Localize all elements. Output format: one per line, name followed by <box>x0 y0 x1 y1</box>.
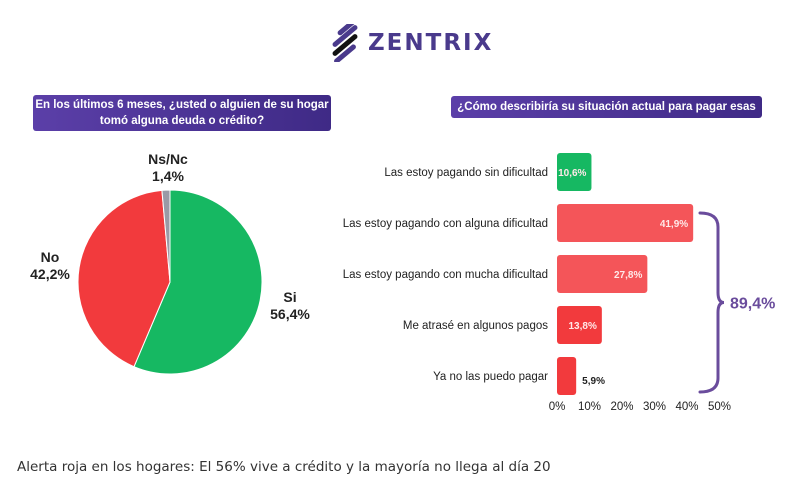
bar-category-label: Ya no las puedo pagar <box>433 371 548 383</box>
bar-value-label: 41,9% <box>660 219 688 230</box>
caption: Alerta roja en los hogares: El 56% vive … <box>17 459 551 475</box>
pie-title-banner: En los últimos 6 meses, ¿usted o alguien… <box>33 95 331 131</box>
x-tick-label: 30% <box>643 401 666 413</box>
pie-slice-ns-nc <box>161 189 171 283</box>
bar-value-label: 10,6% <box>558 168 586 179</box>
x-tick-label: 10% <box>578 401 601 413</box>
brace-annotation <box>698 211 725 394</box>
pie-slice-si <box>133 189 263 375</box>
bar-category-label: Las estoy pagando con mucha dificultad <box>343 269 548 281</box>
bar <box>557 306 602 344</box>
bar-value-label: 5,9% <box>582 376 605 387</box>
x-tick-label: 50% <box>708 401 731 413</box>
bar-value-label: 27,8% <box>614 270 642 281</box>
pie-label-value: 56,4% <box>270 306 310 322</box>
brace-annotation-label: 89,4% <box>730 296 775 313</box>
bar <box>557 357 577 395</box>
bar-category-label: Las estoy pagando sin dificultad <box>384 167 548 179</box>
bar <box>557 255 648 293</box>
pie-label-value: 42,2% <box>30 266 70 282</box>
x-tick-label: 40% <box>675 401 698 413</box>
bar <box>557 204 694 242</box>
pie-slice-no <box>77 189 171 368</box>
pie-label-name: No <box>41 249 60 265</box>
x-tick-label: 20% <box>610 401 633 413</box>
bar-title-banner: ¿Cómo describiría su situación actual pa… <box>451 96 762 135</box>
zentrix-logo: ZENTRIX <box>328 24 493 62</box>
zentrix-logo-icon <box>332 24 358 62</box>
pie-label-value: 1,4% <box>152 168 184 184</box>
logo-text: ZENTRIX <box>368 30 494 56</box>
pie-label-name: Ns/Nc <box>148 151 188 167</box>
bar <box>557 153 592 191</box>
bar-value-label: 13,8% <box>568 321 596 332</box>
x-tick-label: 0% <box>549 401 566 413</box>
pie-label-name: Si <box>283 289 296 305</box>
bar-category-label: Las estoy pagando con alguna dificultad <box>343 218 548 230</box>
bar-category-label: Me atrasé en algunos pagos <box>403 320 548 332</box>
bar-chart: Las estoy pagando sin dificultad 10,6% Las… <box>343 153 775 413</box>
